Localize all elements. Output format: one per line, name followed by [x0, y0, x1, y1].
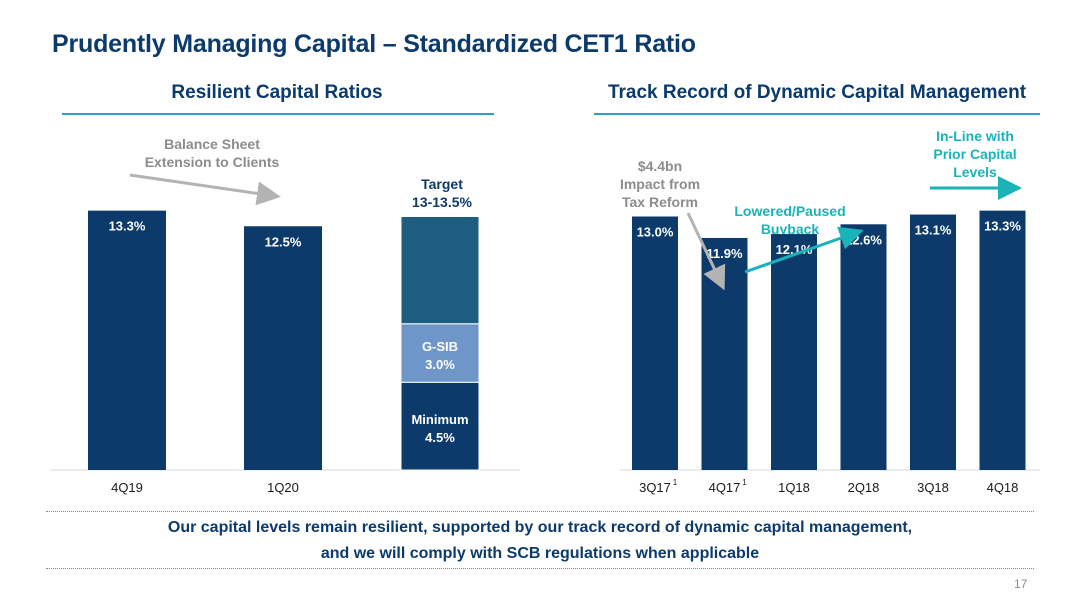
page-title: Prudently Managing Capital – Standardize…: [52, 30, 696, 58]
bar-value-label: 12.5%: [265, 234, 302, 249]
bar-value-label: 12.1%: [776, 242, 813, 257]
balance-sheet-annotation: Balance Sheet Extension to Clients: [122, 135, 302, 171]
annotation-line: Target: [421, 176, 463, 192]
annotation-line: Tax Reform: [622, 194, 698, 210]
segment-value-label: 3.0%: [425, 357, 455, 372]
stacked-segment-minimum: [400, 381, 480, 471]
stacked-segment-target-buffer: [400, 216, 480, 325]
annotation-line: Extension to Clients: [144, 154, 280, 170]
x-tick-label: 3Q18: [917, 480, 949, 495]
x-tick-label: 2Q18: [848, 480, 880, 495]
annotation-line: Balance Sheet: [164, 136, 260, 152]
footnote-superscript: 1: [673, 478, 678, 487]
segment-value-label: 4.5%: [425, 430, 455, 445]
bar-3Q17: [632, 216, 678, 470]
bar-value-label: 13.3%: [984, 219, 1021, 234]
annotation-line: 13-13.5%: [412, 194, 472, 210]
footnote-superscript: 1: [742, 478, 747, 487]
annotation-line: Prior Capital: [933, 146, 1017, 162]
footer-rule-top: [46, 511, 1034, 512]
annotation-arrows: [129, 173, 1022, 291]
x-tick-label: 4Q17: [709, 480, 741, 495]
segment-label: G-SIB: [422, 339, 458, 354]
annotation-line: Buyback: [760, 221, 820, 237]
footer-line-1: Our capital levels remain resilient, sup…: [167, 519, 913, 536]
annotation-line: $4.4bn: [637, 158, 683, 174]
x-tick-label: 4Q19: [111, 480, 143, 495]
bar-value-label: 13.0%: [637, 225, 674, 240]
left-section-underline: [62, 113, 494, 115]
footer-line-2: and we will comply with SCB regulations …: [320, 545, 760, 562]
bar-value-label: 11.9%: [706, 246, 743, 261]
segment-label: Minimum: [411, 412, 468, 427]
x-tick-label: 1Q20: [267, 480, 299, 495]
annotation-line: Impact from: [619, 176, 701, 192]
tax-reform-annotation: $4.4bn Impact from Tax Reform: [600, 157, 720, 211]
bar-4Q19: [88, 210, 166, 470]
bar-1Q20: [244, 226, 322, 470]
bar-1Q18: [771, 234, 817, 470]
balance-sheet-arrow: [129, 173, 281, 206]
annotation-line: Lowered/Paused: [734, 203, 846, 219]
right-section-title: Track Record of Dynamic Capital Manageme…: [607, 82, 1027, 103]
target-annotation: Target 13-13.5%: [380, 175, 504, 211]
right-section-underline: [594, 113, 1040, 115]
left-bar-chart: 13.3% 4Q19 12.5% 1Q20 Minimum 4.5% G-SIB 3.0%: [50, 210, 520, 495]
page-number: 17: [1014, 577, 1028, 591]
x-tick-label: 1Q18: [778, 480, 810, 495]
stacked-segment-g-sib: [400, 323, 480, 383]
left-section-title: Resilient Capital Ratios: [171, 82, 383, 103]
inline-annotation: In-Line with Prior Capital Levels: [915, 127, 1035, 181]
x-tick-label: 4Q18: [987, 480, 1019, 495]
bar-2Q18: [840, 224, 887, 470]
bar-value-label: 13.3%: [109, 219, 146, 234]
footer-rule-bottom: [46, 568, 1034, 569]
tax-reform-arrow: [686, 212, 726, 291]
bar-3Q18: [910, 214, 956, 470]
annotation-line: Levels: [953, 164, 997, 180]
buyback-arrow: [744, 226, 864, 274]
annotation-line: In-Line with: [936, 128, 1014, 144]
x-tick-label: 3Q17: [639, 480, 671, 495]
bar-value-label: 13.1%: [915, 223, 952, 238]
bar-4Q18: [979, 210, 1026, 470]
buyback-annotation: Lowered/Paused Buyback: [715, 202, 865, 238]
